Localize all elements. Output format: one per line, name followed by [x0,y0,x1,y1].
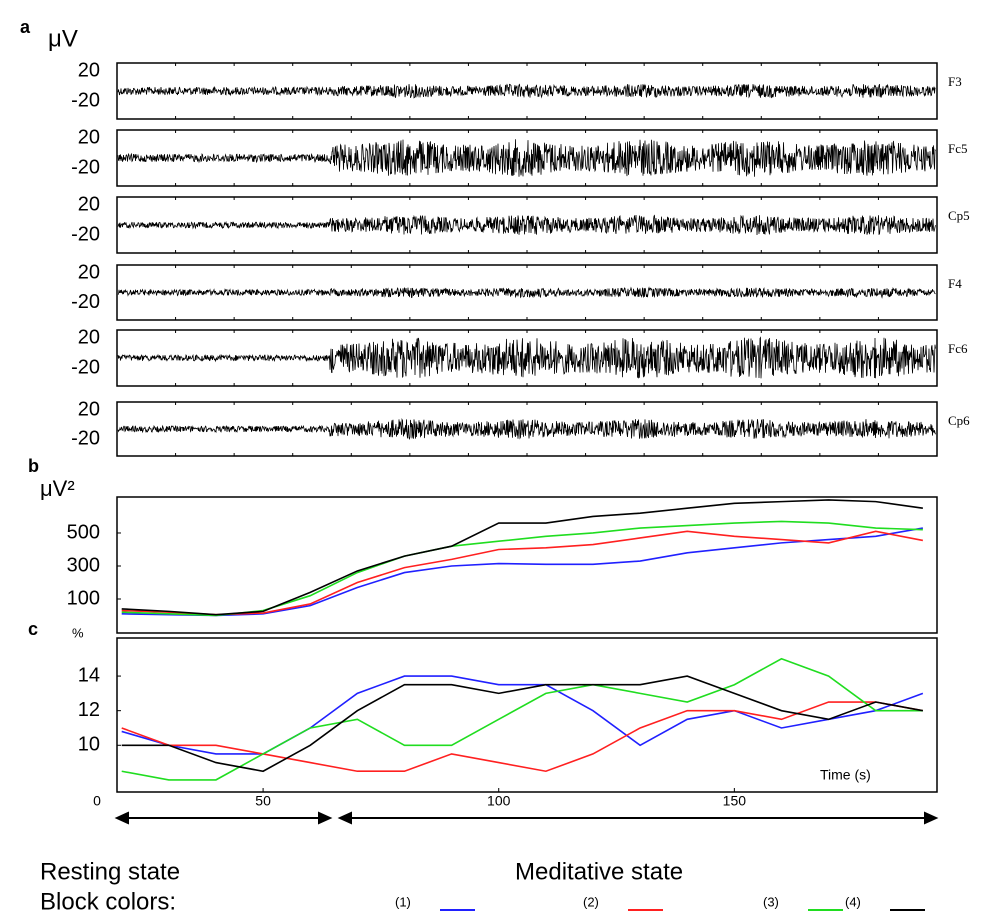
panel-label: b [28,456,39,476]
legend-label: (2) [583,894,599,909]
y-tick-label: 20 [78,261,100,283]
legend-label: (3) [763,894,779,909]
x-tick-label: 50 [255,793,271,809]
panel-label: c [28,619,38,639]
legend-title: Block colors: [40,888,176,915]
channel-label: Fc6 [948,341,968,356]
series-line [121,675,924,755]
series-line [121,675,924,773]
channel-label: F4 [948,276,962,291]
eeg-trace [117,214,936,236]
series-line [121,527,924,617]
eeg-trace [117,139,936,177]
series-line [121,520,923,617]
y-tick-label: -20 [71,156,100,178]
y-tick-label: 20 [78,398,100,420]
state-arrows [114,811,939,825]
channel-label: Cp5 [948,208,970,223]
arrow-head [114,811,129,825]
channel-label: Fc5 [948,141,968,156]
arrow-head [318,811,333,825]
series-line [121,499,923,616]
legend-label: (1) [395,894,411,909]
x-tick-label: 150 [723,793,747,809]
y-tick-label: 100 [67,587,100,609]
series-line [121,657,923,781]
eeg-trace [117,336,936,379]
y-tick-label: 14 [78,664,100,686]
channel-label: F3 [948,74,962,89]
eeg-trace [117,418,936,441]
eeg-trace [117,83,936,99]
plot-frame [116,496,938,634]
x-tick-label: 100 [487,793,511,809]
channel-label: Cp6 [948,413,970,428]
state-label: Resting state [40,858,180,885]
y-tick-label: -20 [71,427,100,449]
y-tick-label: 20 [78,126,100,148]
plot-frame [116,637,938,793]
y-tick-label: 500 [67,521,100,543]
state-label: Meditative state [515,858,683,885]
arrow-head [924,811,939,825]
x-axis-label: Time (s) [820,767,871,783]
unit-label: % [72,625,84,640]
x-tick-label: 0 [93,793,101,809]
y-tick-label: 20 [78,326,100,348]
y-tick-label: 20 [78,59,100,81]
arrow-head [337,811,352,825]
unit-label: μV [48,25,78,52]
series-line [121,530,924,616]
legend-label: (4) [845,894,861,909]
y-tick-label: -20 [71,89,100,111]
y-tick-label: -20 [71,223,100,245]
unit-label: μV² [40,476,75,501]
series-line [121,701,924,773]
panel-label: a [20,17,31,37]
y-tick-label: 20 [78,193,100,215]
y-tick-label: -20 [71,291,100,313]
y-tick-label: 12 [78,699,100,721]
eeg-trace [117,286,936,299]
y-tick-label: 10 [78,734,100,756]
y-tick-label: -20 [71,356,100,378]
y-tick-label: 300 [67,554,100,576]
